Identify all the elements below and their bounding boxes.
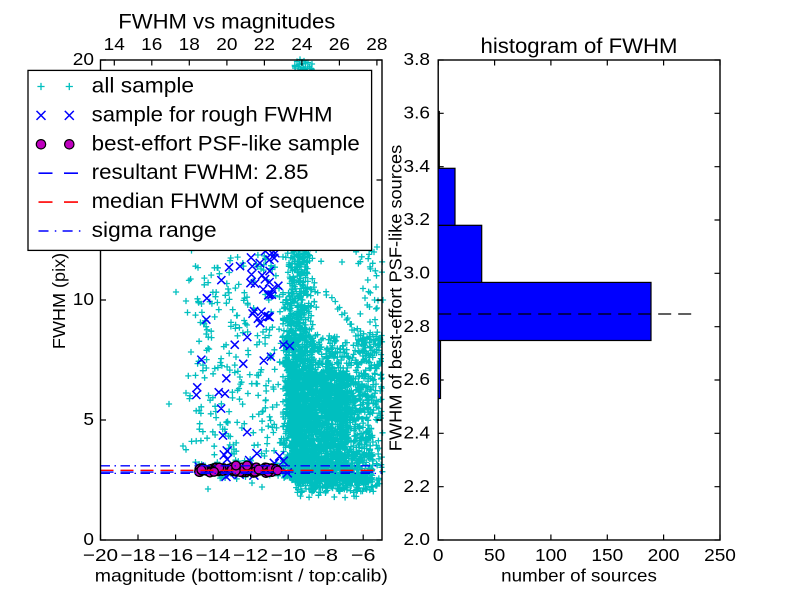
svg-text:magnitude (bottom:isnt / top:c: magnitude (bottom:isnt / top:calib) bbox=[95, 566, 388, 586]
svg-text:resultant FWHM: 2.85: resultant FWHM: 2.85 bbox=[92, 161, 309, 184]
svg-text:14: 14 bbox=[104, 34, 125, 54]
svg-text:3.8: 3.8 bbox=[404, 49, 431, 69]
svg-text:18: 18 bbox=[179, 34, 200, 54]
svg-text:0: 0 bbox=[83, 529, 94, 549]
svg-text:22: 22 bbox=[254, 34, 275, 54]
svg-text:FWHM vs magnitudes: FWHM vs magnitudes bbox=[118, 11, 335, 34]
svg-text:24: 24 bbox=[291, 34, 312, 54]
svg-text:sigma range: sigma range bbox=[92, 219, 217, 242]
svg-text:all sample: all sample bbox=[92, 75, 194, 98]
svg-text:−6: −6 bbox=[351, 545, 376, 565]
svg-text:28: 28 bbox=[366, 34, 387, 54]
svg-text:26: 26 bbox=[329, 34, 350, 54]
svg-text:2.6: 2.6 bbox=[404, 369, 431, 389]
svg-text:3.0: 3.0 bbox=[404, 263, 431, 283]
svg-text:100: 100 bbox=[535, 545, 567, 565]
svg-text:250: 250 bbox=[704, 545, 736, 565]
svg-text:2.4: 2.4 bbox=[404, 423, 431, 443]
svg-text:−14: −14 bbox=[196, 545, 231, 565]
svg-text:16: 16 bbox=[141, 34, 162, 54]
svg-text:−18: −18 bbox=[120, 545, 155, 565]
svg-text:histogram of FWHM: histogram of FWHM bbox=[481, 35, 678, 58]
svg-text:150: 150 bbox=[591, 545, 623, 565]
svg-text:10: 10 bbox=[73, 289, 94, 309]
svg-text:−10: −10 bbox=[271, 545, 306, 565]
svg-text:3.2: 3.2 bbox=[404, 209, 431, 229]
svg-text:−12: −12 bbox=[233, 545, 268, 565]
svg-text:−16: −16 bbox=[158, 545, 193, 565]
svg-text:20: 20 bbox=[73, 49, 94, 69]
svg-text:200: 200 bbox=[648, 545, 680, 565]
svg-text:number of sources: number of sources bbox=[501, 566, 657, 586]
svg-text:2.2: 2.2 bbox=[404, 476, 431, 496]
svg-text:0: 0 bbox=[433, 545, 444, 565]
svg-text:−8: −8 bbox=[313, 545, 338, 565]
svg-text:3.6: 3.6 bbox=[404, 103, 431, 123]
svg-text:3.4: 3.4 bbox=[404, 156, 431, 176]
svg-text:2.0: 2.0 bbox=[404, 529, 431, 549]
svg-text:FWHM (pix): FWHM (pix) bbox=[49, 253, 69, 349]
svg-text:−20: −20 bbox=[83, 545, 118, 565]
svg-text:20: 20 bbox=[216, 34, 237, 54]
svg-text:FWHM of best-effort PSF-like s: FWHM of best-effort PSF-like sources bbox=[386, 145, 406, 452]
svg-text:sample for rough FWHM: sample for rough FWHM bbox=[92, 103, 333, 126]
svg-text:50: 50 bbox=[484, 545, 505, 565]
svg-text:5: 5 bbox=[83, 409, 94, 429]
svg-text:2.8: 2.8 bbox=[404, 316, 431, 336]
svg-text:median FHWM of sequence: median FHWM of sequence bbox=[92, 190, 365, 213]
svg-text:best-effort PSF-like sample: best-effort PSF-like sample bbox=[92, 132, 360, 155]
